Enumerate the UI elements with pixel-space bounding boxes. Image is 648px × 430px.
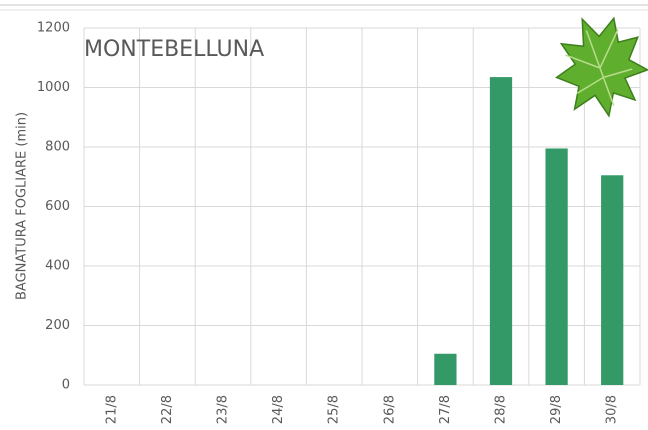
y-axis-label: BAGNATURA FOGLIARE (min) [15,112,30,300]
chart: 0 200 400 600 800 1000 1200 21/8 22/8 23/8 24/8 25/… [0,0,648,430]
x-tick-label: 25/8 [327,395,342,424]
x-tick-label: 26/8 [382,395,397,424]
x-tick-label: 21/8 [104,395,119,424]
chart-title: MONTEBELLUNA [84,37,264,62]
y-tick-label: 1000 [37,80,70,95]
y-tick-label: 600 [45,199,70,214]
y-tick-label: 0 [62,378,70,393]
plot-area: 0 200 400 600 800 1000 1200 21/8 22/8 23/8 24/8 25/… [37,21,640,425]
leaf-icon [541,3,648,128]
x-tick-label: 22/8 [160,395,175,424]
bar [545,148,567,385]
y-tick-label: 1200 [37,21,70,36]
bar [601,175,623,385]
y-tick-label: 400 [45,259,70,274]
x-tick-label: 23/8 [216,395,231,424]
x-tick-label: 30/8 [605,395,620,424]
x-tick-label: 27/8 [438,395,453,424]
x-tick-label: 29/8 [549,395,564,424]
x-tick-label: 28/8 [494,395,509,424]
y-tick-label: 800 [45,140,70,155]
x-tick-label: 24/8 [271,395,286,424]
bar [490,77,512,385]
bar [434,354,456,385]
y-tick-label: 200 [45,318,70,333]
